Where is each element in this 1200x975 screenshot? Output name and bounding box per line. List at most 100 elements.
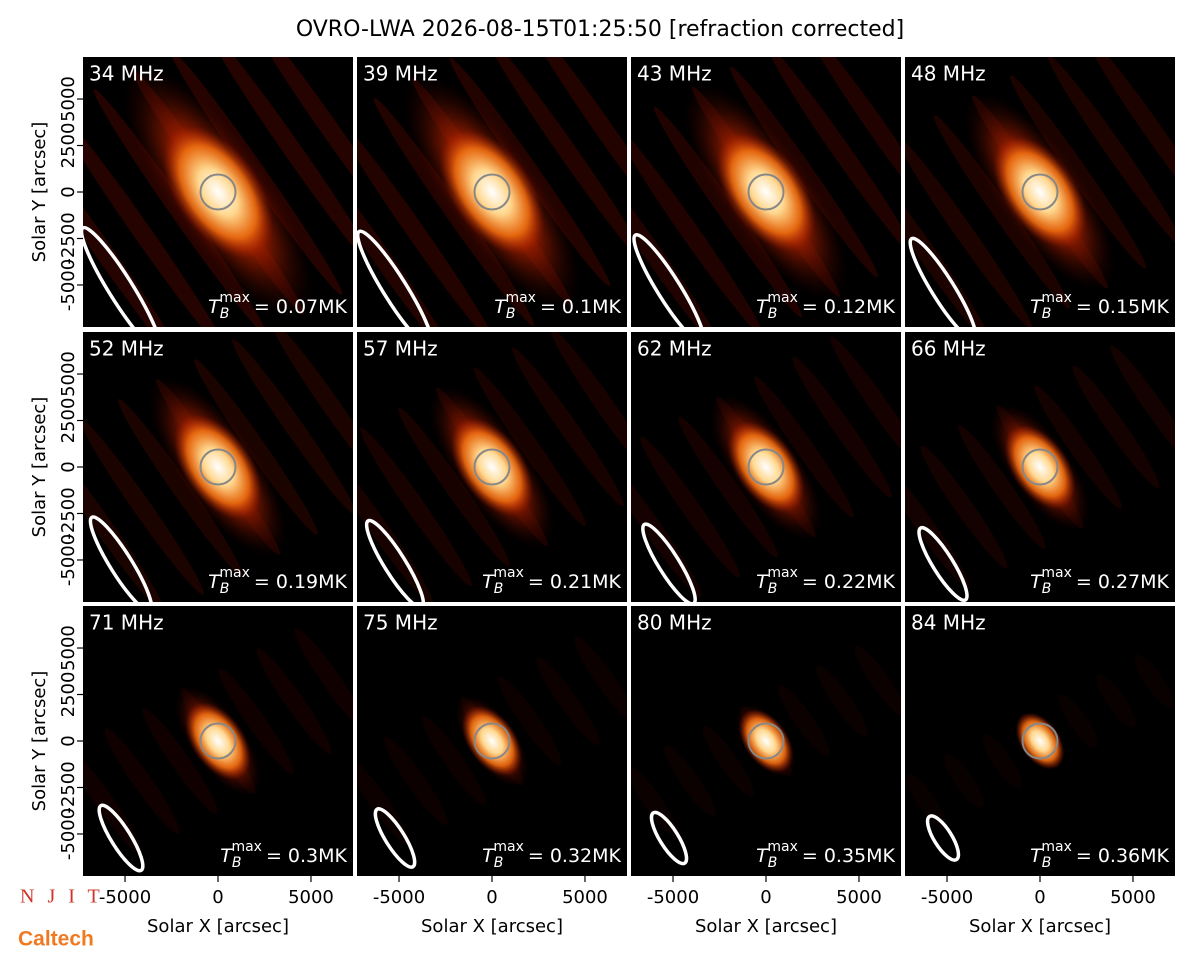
solar-disk [747, 722, 785, 760]
x-tick-label: 0 [760, 887, 771, 908]
sidelobe [398, 407, 510, 567]
emission-core [738, 709, 794, 773]
panel-title: 57 MHz [363, 337, 438, 361]
panel-title: 52 MHz [89, 337, 164, 361]
sidelobe [83, 419, 204, 595]
sidelobe [232, 339, 353, 515]
sidelobe [245, 57, 353, 255]
panel [357, 57, 627, 327]
y-tick-label: 5000 [58, 76, 79, 122]
sidelobe [958, 425, 1046, 549]
y-tick-label: -5000 [58, 808, 79, 860]
annotation-subscript: B [220, 306, 230, 322]
sidelobe [256, 648, 332, 754]
annotation-symbol: T [208, 571, 221, 593]
emission-core [450, 418, 534, 516]
emission-core [1015, 712, 1065, 770]
annotation-symbol: T [756, 845, 769, 867]
y-tick-label: 5000 [58, 625, 79, 671]
annotation-text: = 0.27MK [1076, 571, 1170, 593]
sidelobe [536, 656, 600, 746]
sidelobe [1134, 654, 1174, 708]
panel [631, 606, 901, 876]
sidelobe [792, 356, 892, 498]
beam [364, 518, 426, 602]
panel-title: 48 MHz [911, 62, 986, 86]
emission-core [727, 421, 805, 513]
solar-disk [199, 722, 237, 760]
x-tick-label: -5000 [99, 887, 151, 908]
panel-title: 84 MHz [911, 611, 986, 635]
solar-disk [747, 448, 785, 486]
annotation: TBmax = 0.1MK [494, 290, 621, 322]
panel [905, 332, 1175, 602]
sidelobe [498, 676, 562, 766]
sidelobe [678, 416, 778, 558]
y-tick-label: 0 [58, 461, 79, 472]
sidelobe [778, 685, 830, 757]
panel [83, 57, 353, 327]
sidelobe [474, 367, 586, 527]
sidelobe [816, 665, 868, 737]
sidelobe [1034, 385, 1122, 509]
sidelobe [805, 57, 901, 238]
annotation: TBmax = 0.15MK [1030, 290, 1169, 322]
sidelobe [631, 146, 727, 327]
sidelobe [664, 745, 716, 817]
figure-title: OVRO-LWA 2026-08-15T01:25:50 [refraction… [296, 17, 904, 42]
beam [97, 803, 145, 873]
y-axis-label: Solar Y [arcsec] [29, 122, 50, 263]
x-tick-label: 5000 [288, 887, 334, 908]
annotation-text: = 0.35MK [802, 845, 896, 867]
annotation-text: = 0.3MK [266, 845, 348, 867]
panel-title: 75 MHz [363, 611, 438, 635]
annotation-text: = 0.15MK [1076, 296, 1170, 318]
y-tick-label: 5000 [58, 351, 79, 397]
annotation-text: = 0.21MK [528, 571, 622, 593]
annotation-symbol: T [756, 571, 769, 593]
sidelobe [83, 748, 142, 854]
panel [631, 57, 901, 327]
y-tick-label: 0 [58, 735, 79, 746]
sidelobe [270, 332, 353, 495]
annotation-text: = 0.32MK [528, 845, 622, 867]
panel-title: 43 MHz [637, 62, 712, 86]
annotation-superscript: max [1041, 290, 1072, 306]
sidelobe [906, 774, 946, 828]
beam [925, 814, 961, 862]
annotation-symbol: T [1030, 845, 1043, 867]
beam [641, 522, 697, 602]
panel-title: 66 MHz [911, 337, 986, 361]
annotation-text: = 0.1MK [540, 296, 622, 318]
panel-title: 39 MHz [363, 62, 438, 86]
annotation-superscript: max [1041, 839, 1072, 855]
annotation-superscript: max [1041, 565, 1072, 581]
annotation-superscript: max [505, 290, 536, 306]
sidelobe [357, 117, 497, 327]
sidelobe [640, 436, 740, 578]
solar-disk [1021, 722, 1059, 760]
sidelobe [702, 725, 754, 797]
emission-core [993, 136, 1087, 248]
sidelobe [357, 756, 410, 846]
annotation: TBmax = 0.35MK [756, 839, 895, 871]
solar-disk [1021, 173, 1059, 211]
annotation-subscript: B [768, 581, 778, 597]
panel [83, 606, 353, 876]
sidelobe [118, 399, 242, 575]
annotation-subscript: B [506, 306, 516, 322]
annotation-superscript: max [767, 290, 798, 306]
beam [632, 233, 706, 327]
sidelobe [525, 57, 627, 247]
annotation-superscript: max [493, 565, 524, 581]
sidelobe [487, 57, 627, 267]
y-tick-label: -5000 [58, 534, 79, 586]
y-tick-label: 2500 [58, 672, 79, 718]
sidelobe [218, 668, 294, 774]
sidelobe [104, 728, 180, 834]
solar-disk [199, 173, 237, 211]
sidelobe [207, 57, 353, 275]
sidelobe [920, 445, 1008, 569]
y-tick-label: 0 [58, 186, 79, 197]
annotation-symbol: T [756, 296, 769, 318]
